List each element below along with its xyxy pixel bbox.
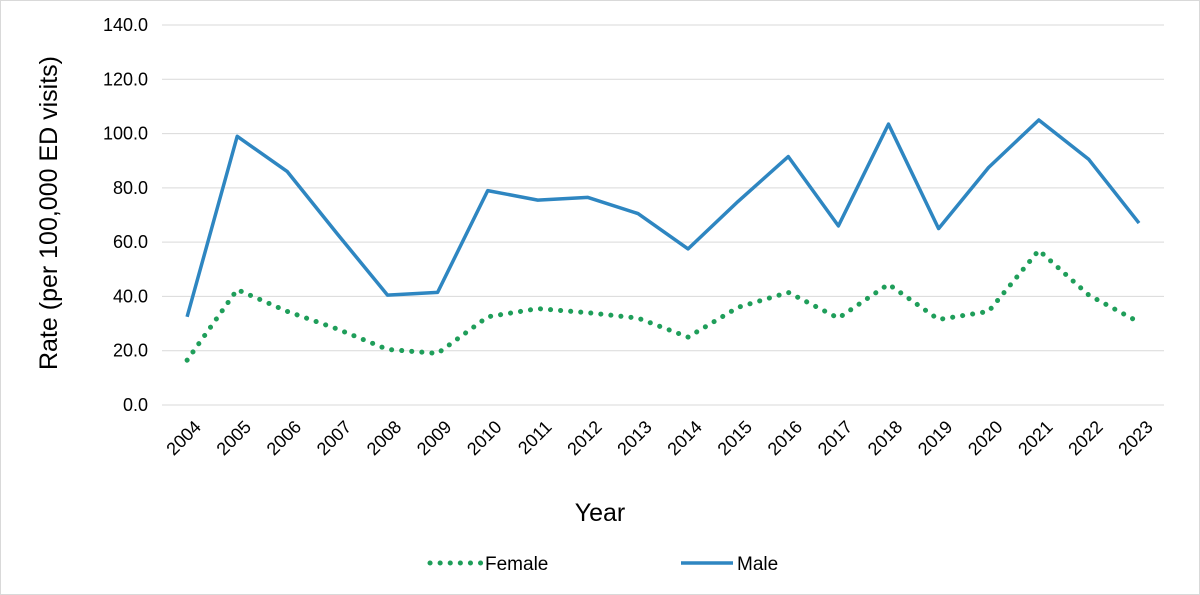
data-point-male	[988, 167, 989, 168]
data-point-male	[487, 190, 488, 191]
data-point-female	[437, 353, 438, 354]
data-point-male	[387, 295, 388, 296]
data-point-female	[487, 316, 488, 317]
data-point-female	[637, 318, 638, 319]
x-tick-label: 2004	[162, 417, 204, 459]
data-point-male	[437, 292, 438, 293]
y-tick-label: 100.0	[103, 124, 148, 144]
x-tick-label: 2022	[1064, 417, 1106, 459]
data-point-female	[1038, 250, 1039, 251]
x-tick-label: 2011	[514, 417, 556, 459]
data-point-female	[788, 292, 789, 293]
x-tick-label: 2009	[413, 417, 455, 459]
data-point-male	[838, 225, 839, 226]
data-point-male	[738, 201, 739, 202]
x-tick-label: 2006	[263, 417, 305, 459]
series-lines	[184, 118, 1142, 363]
x-axis-title: Year	[575, 499, 626, 527]
data-point-male	[587, 197, 588, 198]
x-tick-label: 2013	[613, 417, 655, 459]
y-axis-title: Rate (per 100,000 ED visits)	[35, 56, 63, 370]
y-axis-ticks: 0.0 20.0 40.0 60.0 80.0 100.0 120.0 140.0	[103, 15, 148, 415]
data-point-male	[788, 156, 789, 157]
legend: Female Male	[427, 554, 778, 575]
data-point-female	[237, 289, 238, 290]
data-point-male	[537, 200, 538, 201]
data-point-male	[938, 228, 939, 229]
data-point-male	[287, 171, 288, 172]
y-tick-label: 0.0	[123, 395, 148, 415]
x-tick-label: 2021	[1014, 417, 1056, 459]
series-line-male	[185, 118, 1141, 318]
data-point-male	[237, 136, 238, 137]
data-point-female	[888, 284, 889, 285]
data-point-male	[1088, 159, 1089, 160]
data-point-female	[337, 329, 338, 330]
x-tick-label: 2005	[213, 417, 255, 459]
x-tick-label: 2023	[1114, 417, 1156, 459]
x-tick-label: 2018	[864, 417, 906, 459]
data-point-male	[337, 234, 338, 235]
legend-label-male: Male	[737, 554, 778, 575]
data-point-female	[537, 308, 538, 309]
data-point-female	[738, 307, 739, 308]
y-tick-label: 60.0	[113, 232, 148, 252]
gridlines	[162, 24, 1164, 406]
data-point-male	[1038, 120, 1039, 121]
data-point-female	[688, 337, 689, 338]
x-tick-label: 2010	[463, 417, 505, 459]
x-tick-label: 2015	[714, 417, 756, 459]
x-tick-label: 2019	[914, 417, 956, 459]
y-tick-label: 20.0	[113, 341, 148, 361]
data-point-female	[287, 311, 288, 312]
data-point-female	[988, 311, 989, 312]
data-point-female	[587, 312, 588, 313]
x-tick-label: 2008	[363, 417, 405, 459]
data-point-female	[1138, 322, 1139, 323]
data-point-male	[187, 316, 188, 317]
data-point-female	[838, 318, 839, 319]
y-tick-label: 40.0	[113, 286, 148, 306]
legend-label-female: Female	[485, 554, 548, 575]
x-tick-label: 2016	[764, 417, 806, 459]
data-point-male	[888, 124, 889, 125]
x-tick-label: 2020	[964, 417, 1006, 459]
data-point-male	[688, 248, 689, 249]
data-point-female	[387, 349, 388, 350]
x-axis-ticks: 2004 2005 2006 2007 2008 2009 2010 2011 2012 2013…	[162, 417, 1156, 459]
x-tick-label: 2007	[313, 417, 355, 459]
x-tick-label: 2012	[563, 417, 605, 459]
x-tick-label: 2017	[814, 417, 856, 459]
data-point-female	[1088, 295, 1089, 296]
data-point-female	[938, 319, 939, 320]
y-tick-label: 80.0	[113, 178, 148, 198]
y-tick-label: 140.0	[103, 15, 148, 35]
data-point-female	[187, 360, 188, 361]
x-tick-label: 2014	[663, 417, 705, 459]
data-point-male	[1138, 223, 1139, 224]
y-tick-label: 120.0	[103, 69, 148, 89]
series-line-female	[184, 246, 1142, 363]
data-point-male	[637, 213, 638, 214]
